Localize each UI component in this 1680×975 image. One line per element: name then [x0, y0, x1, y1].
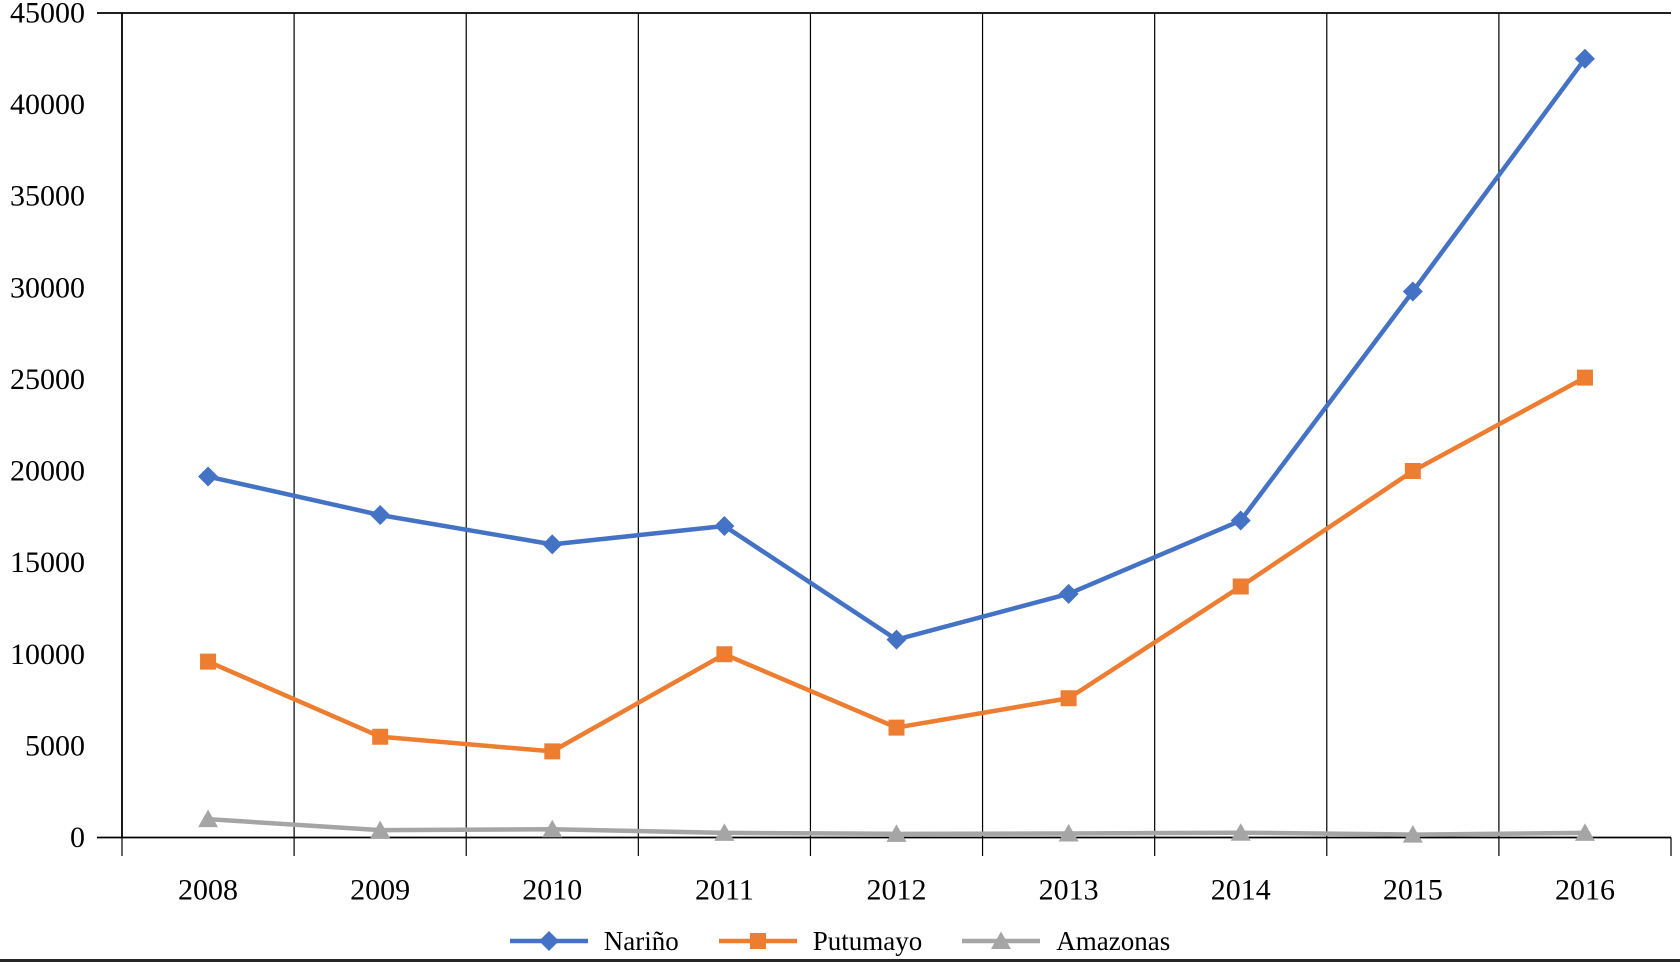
data-point-amazonas-2009	[370, 820, 391, 839]
data-point-amazonas-2014	[1230, 823, 1251, 841]
y-axis-tick-label: 45000	[10, 0, 85, 30]
y-axis-tick-label: 15000	[10, 546, 85, 579]
data-point-narino-2013	[1058, 583, 1079, 604]
series-line-putumayo	[205, 375, 1588, 754]
chart-legend: Nariño Putumayo Amazonas	[0, 920, 1680, 962]
data-point-putumayo-2016	[1576, 369, 1593, 386]
legend-marker-diamond-icon	[509, 931, 588, 951]
legend-item-narino: Nariño	[509, 925, 679, 956]
y-axis-tick-label: 30000	[10, 271, 85, 304]
data-point-narino-2010	[542, 534, 563, 555]
data-point-narino-2014	[1230, 510, 1251, 531]
legend-marker-square-icon	[718, 933, 797, 949]
data-point-amazonas-2016	[1574, 823, 1595, 841]
plot-gridlines	[293, 13, 1500, 838]
y-axis-labels: 0 5000 10000 15000 20000 25000 30000 35000 40000…	[10, 0, 85, 854]
data-point-narino-2009	[370, 505, 391, 526]
data-point-amazonas-2013	[1058, 823, 1079, 842]
y-axis-tick-label: 40000	[10, 88, 85, 121]
x-axis-tick-label: 2013	[1039, 874, 1099, 907]
data-point-narino-2015	[1402, 281, 1423, 302]
y-axis-tick-label: 20000	[10, 455, 85, 488]
legend-item-amazonas: Amazonas	[962, 925, 1171, 956]
y-axis-tick-label: 5000	[25, 729, 85, 762]
x-axis-tick-label: 2008	[178, 874, 238, 907]
legend-marker-triangle-icon	[962, 931, 1041, 949]
y-axis-tick-label: 25000	[10, 363, 85, 396]
data-point-narino-2011	[714, 516, 735, 537]
data-point-putumayo-2012	[888, 719, 905, 736]
data-point-amazonas-2010	[542, 819, 563, 838]
data-point-narino-2016	[1574, 48, 1595, 69]
data-point-putumayo-2015	[1404, 463, 1421, 480]
x-axis-tick-label: 2014	[1211, 874, 1271, 907]
data-point-narino-2008	[198, 466, 219, 487]
data-point-amazonas-2008	[198, 809, 219, 828]
x-axis-tick-label: 2016	[1555, 874, 1615, 907]
y-axis-tick-label: 0	[70, 821, 85, 854]
data-point-putumayo-2013	[1060, 690, 1077, 707]
data-point-putumayo-2008	[200, 653, 217, 670]
legend-item-putumayo: Putumayo	[718, 925, 923, 956]
legend-label: Nariño	[603, 925, 679, 956]
line-chart: 0 5000 10000 15000 20000 25000 30000 35000 40000…	[10, 0, 1672, 907]
plot-axes	[97, 12, 1672, 856]
y-axis-tick-label: 35000	[10, 180, 85, 213]
series-narino	[198, 48, 1595, 650]
x-axis-tick-label: 2010	[522, 874, 582, 907]
data-point-putumayo-2011	[716, 646, 733, 663]
series-putumayo	[200, 369, 1593, 760]
data-point-amazonas-2015	[1402, 825, 1423, 843]
data-point-amazonas-2011	[714, 823, 735, 841]
legend-label: Amazonas	[1056, 925, 1171, 956]
x-axis-labels: 2008 2009 2010 2011 2012 2013 2014 2015 2016	[178, 874, 1615, 907]
x-axis-tick-label: 2011	[695, 874, 754, 907]
data-point-amazonas-2012	[886, 824, 907, 842]
bottom-divider	[0, 959, 1680, 962]
data-point-putumayo-2010	[544, 743, 561, 760]
y-axis-tick-label: 10000	[10, 638, 85, 671]
data-point-narino-2012	[886, 629, 907, 650]
x-axis-tick-label: 2012	[867, 874, 927, 907]
series-amazonas	[198, 809, 1595, 843]
x-axis-tick-label: 2009	[350, 874, 410, 907]
data-point-putumayo-2009	[372, 728, 389, 745]
legend-label: Putumayo	[812, 925, 923, 956]
x-axis-tick-label: 2015	[1383, 874, 1443, 907]
series-line-narino	[205, 56, 1588, 642]
data-point-putumayo-2014	[1232, 578, 1249, 595]
